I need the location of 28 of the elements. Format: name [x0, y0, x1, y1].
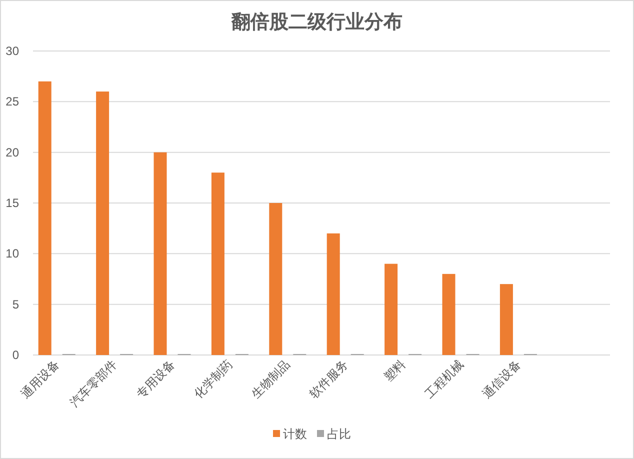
y-tick-label: 20 — [6, 145, 20, 160]
y-tick-label: 10 — [6, 246, 20, 261]
bar — [269, 203, 282, 355]
x-tick-label: 专用设备 — [134, 357, 178, 402]
y-tick-label: 0 — [12, 348, 20, 362]
y-tick-label: 30 — [6, 44, 20, 58]
x-tick-label: 汽车零部件 — [67, 357, 120, 410]
x-tick-label: 生物制品 — [248, 357, 293, 402]
x-tick-label: 通信设备 — [480, 357, 524, 402]
y-tick-label: 25 — [6, 94, 20, 109]
bar — [154, 152, 167, 355]
x-tick-label: 软件服务 — [306, 357, 350, 402]
bar — [442, 274, 456, 355]
y-tick-label: 5 — [12, 297, 20, 312]
x-tick-label: 工程机械 — [422, 357, 466, 402]
x-tick-label: 化学制药 — [191, 357, 236, 402]
bar — [38, 81, 52, 355]
x-tick-label: 通用设备 — [18, 357, 62, 402]
y-tick-label: 15 — [6, 196, 20, 210]
chart-title: 翻倍股二级行业分布 — [230, 11, 402, 33]
legend-label: 计数 — [283, 427, 307, 441]
bar — [500, 284, 513, 355]
legend-label: 占比 — [327, 427, 351, 441]
bar — [384, 264, 398, 355]
x-tick-label: 塑料 — [381, 357, 408, 384]
bar — [326, 233, 340, 355]
bar — [96, 92, 110, 355]
bar — [211, 172, 224, 355]
